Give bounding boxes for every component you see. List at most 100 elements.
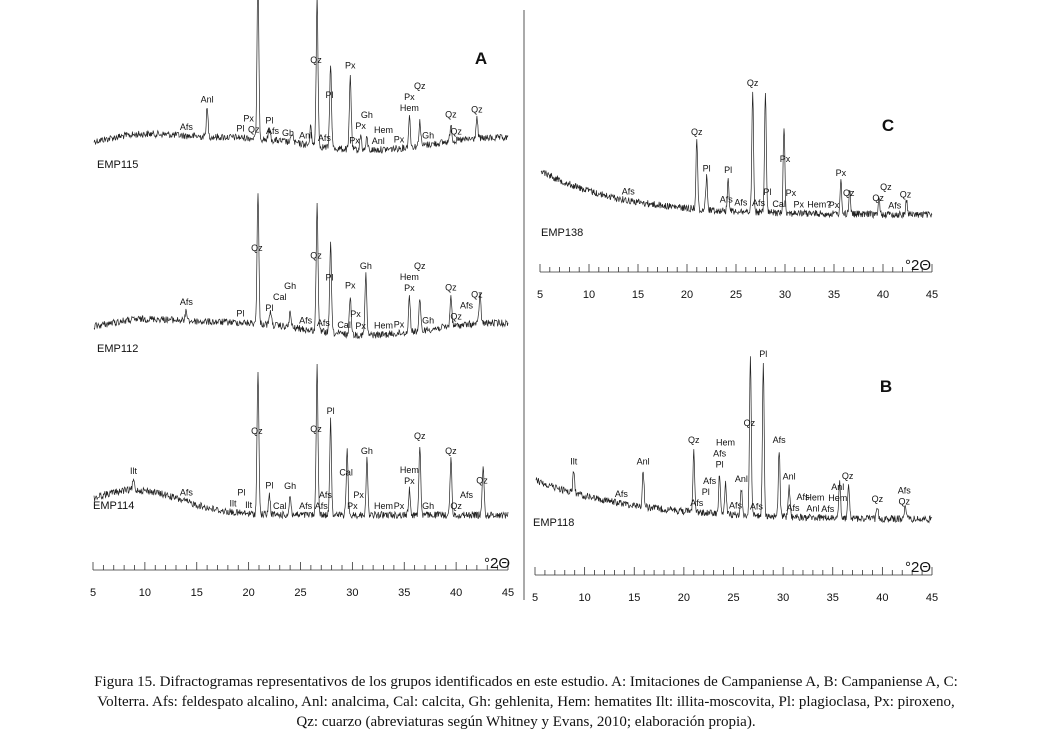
peak-label-EMP118-23: Anl	[831, 482, 844, 492]
peak-label-EMP118-2: Anl	[637, 457, 650, 467]
peak-label-EMP112-14: Gh	[360, 261, 372, 271]
series-EMP112: EMP112AfsPlQzPlCalGhAfsQzAfsPlCalPxPxPxG…	[93, 193, 509, 355]
peak-label-EMP118-27: Afs	[898, 486, 912, 496]
peak-label-EMP114-21: Hem	[400, 465, 419, 475]
panel-letter-B: B	[880, 377, 892, 396]
peak-label-EMP114-3: Pl	[237, 487, 245, 497]
x-tick-label-C-45: 45	[926, 289, 938, 301]
peak-label-EMP112-18: Hem	[400, 272, 419, 282]
figure-caption: Figura 15. Difractogramas representativo…	[0, 672, 1052, 732]
x-tick-label-C-15: 15	[632, 289, 644, 301]
peak-label-EMP114-22: Qz	[414, 431, 426, 441]
peak-label-EMP114-16: Px	[353, 490, 364, 500]
x-tick-label-A-15: 15	[191, 587, 203, 599]
peak-label-EMP138-13: Hem?	[807, 200, 831, 210]
peak-label-EMP114-4: Ilt	[245, 500, 253, 510]
peak-label-EMP112-17: Px	[404, 283, 415, 293]
peak-label-EMP112-23: Afs	[460, 301, 474, 311]
peak-label-EMP112-15: Hem	[374, 321, 393, 331]
caption-line-2: Volterra. Afs: feldespato alcalino, Anl:…	[97, 694, 955, 710]
peak-label-EMP138-3: Afs	[720, 195, 734, 205]
peak-label-EMP118-15: Afs	[773, 435, 787, 445]
peak-label-EMP115-15: Gh	[361, 110, 373, 120]
x-tick-label-B-20: 20	[678, 592, 690, 604]
x-axis-B: 5 10 15 20 25 30 35 40 45 °2Θ	[532, 559, 938, 604]
peak-label-EMP112-0: Afs	[180, 297, 194, 307]
peak-label-EMP112-4: Cal	[273, 292, 287, 302]
peak-label-EMP118-6: Afs	[703, 476, 717, 486]
peak-label-EMP112-10: Cal	[337, 320, 351, 330]
x-tick-label-A-10: 10	[139, 587, 151, 599]
caption-line-1: Figura 15. Difractogramas representativo…	[94, 674, 958, 690]
peak-label-EMP112-12: Px	[350, 309, 361, 319]
peak-label-EMP118-10: Afs	[729, 501, 743, 511]
peak-label-EMP118-0: Ilt	[570, 456, 578, 466]
peak-label-EMP138-7: Afs	[752, 198, 766, 208]
x-tick-label-C-10: 10	[583, 289, 595, 301]
peak-label-EMP115-3: Pl	[236, 124, 244, 134]
trace-EMP112	[93, 193, 509, 340]
peak-label-EMP118-20: Hem	[805, 493, 824, 503]
peak-label-EMP114-12: Afs	[319, 490, 333, 500]
x-tick-label-C-20: 20	[681, 289, 693, 301]
peak-label-EMP118-21: Afs	[821, 504, 835, 514]
sample-label-EMP114: EMP114	[93, 500, 134, 512]
sample-label-EMP118: EMP118	[533, 517, 574, 529]
peak-label-EMP114-8: Gh	[284, 481, 296, 491]
peak-label-EMP138-16: Qz	[843, 188, 855, 198]
x-unit-A: °2Θ	[484, 555, 510, 572]
peak-label-EMP115-19: Hem	[400, 103, 419, 113]
peak-label-EMP115-2: Qz	[248, 124, 260, 134]
peak-label-EMP138-5: Afs	[734, 198, 748, 208]
peak-label-EMP115-8: Anl	[299, 131, 312, 141]
peak-label-EMP115-13: Px	[349, 136, 360, 146]
trace-EMP138	[540, 91, 933, 219]
peak-label-EMP112-13: Px	[355, 321, 366, 331]
x-tick-label-A-40: 40	[450, 587, 462, 599]
peak-label-EMP114-10: Qz	[310, 424, 322, 434]
peak-label-EMP114-14: Cal	[339, 468, 353, 478]
x-tick-label-B-35: 35	[827, 592, 839, 604]
peak-label-EMP112-16: Px	[394, 319, 405, 329]
x-tick-label-C-5: 5	[537, 289, 543, 301]
peak-label-EMP115-1: Anl	[201, 95, 214, 105]
series-EMP118: EMP118IltAfsAnlQzAfsPlAfsPlAfsHemAfsAnlQ…	[533, 349, 933, 529]
peak-label-EMP115-25: Qz	[471, 105, 483, 115]
peak-label-EMP114-19: Px	[394, 501, 405, 511]
trace-EMP115	[93, 0, 509, 154]
peak-label-EMP118-14: Pl	[759, 349, 767, 359]
peak-label-EMP115-20: Px	[404, 92, 415, 102]
x-tick-label-C-30: 30	[779, 289, 791, 301]
x-tick-label-A-25: 25	[294, 587, 306, 599]
caption-line-3: Qz: cuarzo (abreviaturas según Whitney y…	[296, 714, 756, 730]
peak-label-EMP118-25: Qz	[872, 494, 884, 504]
peak-label-EMP114-25: Qz	[450, 501, 462, 511]
peak-label-EMP118-5: Pl	[702, 487, 710, 497]
peak-label-EMP114-6: Pl	[265, 481, 273, 491]
peak-label-EMP138-12: Px	[793, 199, 804, 209]
peak-label-EMP118-3: Qz	[688, 435, 700, 445]
peak-label-EMP115-6: Afs	[266, 126, 280, 136]
peak-label-EMP118-13: Afs	[750, 502, 764, 512]
peak-label-EMP115-10: Afs	[318, 133, 332, 143]
peak-label-EMP112-8: Afs	[317, 318, 331, 328]
x-tick-label-A-45: 45	[502, 587, 514, 599]
peak-label-EMP112-1: Pl	[236, 309, 244, 319]
peak-label-EMP112-5: Gh	[284, 281, 296, 291]
peak-label-EMP138-0: Afs	[622, 186, 636, 196]
x-tick-label-B-30: 30	[777, 592, 789, 604]
sample-label-EMP115: EMP115	[97, 159, 138, 171]
peak-label-EMP112-2: Qz	[251, 243, 263, 253]
peak-label-EMP112-20: Gh	[422, 316, 434, 326]
peak-label-EMP114-1: Afs	[180, 488, 194, 498]
peak-label-EMP115-9: Qz	[310, 55, 322, 65]
sample-label-EMP138: EMP138	[541, 227, 583, 239]
peak-label-EMP112-21: Qz	[445, 282, 457, 292]
x-tick-label-B-5: 5	[532, 592, 538, 604]
peak-label-EMP118-11: Anl	[735, 474, 748, 484]
trace-EMP114	[93, 363, 509, 520]
peak-label-EMP138-14: Px	[829, 200, 840, 210]
peak-label-EMP118-9: Hem	[716, 437, 735, 447]
